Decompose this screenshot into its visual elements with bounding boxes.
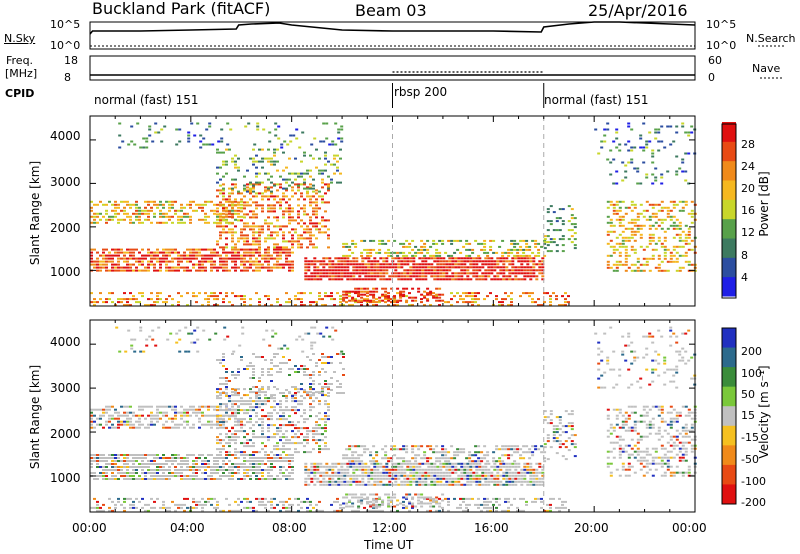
velocity-cbar-tick: -15: [741, 431, 759, 444]
cpid-segment-label: rbsp 200: [394, 85, 448, 99]
nave-tick-top: 60: [708, 54, 722, 67]
velocity-colorbar-frame: [721, 327, 737, 505]
x-tick: 00:00: [72, 521, 107, 535]
velocity-colorbar-segment: [722, 386, 736, 407]
velocity-ytick: 2000: [50, 427, 81, 441]
nave-tick-bottom: 0: [708, 71, 715, 84]
velocity-heatmap: [90, 326, 697, 512]
nsky-tick-top: 10^5: [50, 18, 81, 31]
velocity-colorbar-segment: [722, 484, 736, 505]
date-title: 25/Apr/2016: [588, 1, 688, 20]
power-heatmap: [90, 122, 697, 307]
x-tick: 08:00: [272, 521, 307, 535]
velocity-colorbar-segment: [722, 445, 736, 466]
freq-unit: [MHz]: [5, 67, 38, 80]
nsky-tick-bottom: 10^0: [50, 39, 81, 52]
station-title: Buckland Park (fitACF): [92, 0, 271, 18]
power-cbar-tick: 16: [741, 204, 755, 217]
velocity-cbar-tick: -50: [741, 453, 759, 466]
velocity-cbar-label: Velocity [m s⁻¹]: [757, 365, 771, 459]
velocity-colorbar-segment: [722, 425, 736, 446]
x-tick: 16:00: [474, 521, 509, 535]
power-cbar-tick: 28: [741, 138, 755, 151]
velocity-ytick: 1000: [50, 471, 81, 485]
power-cbar-tick: 24: [741, 160, 755, 173]
x-tick: 20:00: [574, 521, 609, 535]
power-ylabel: Slant Range [km]: [28, 160, 42, 266]
velocity-ytick: 4000: [50, 335, 81, 349]
freq-tick-bottom: 8: [64, 71, 71, 84]
nsearch-label: N.Search: [746, 32, 796, 45]
power-ytick: 4000: [50, 129, 81, 143]
x-axis-label: Time UT: [364, 538, 414, 552]
cpid-segment-label: normal (fast) 151: [544, 93, 649, 107]
velocity-cbar-tick: 200: [741, 345, 762, 358]
nsearch-tick-top: 10^5: [706, 18, 737, 31]
velocity-colorbar-segment: [722, 347, 736, 368]
cpid-label: CPID: [5, 87, 35, 100]
power-colorbar-segment: [722, 276, 736, 297]
power-colorbar-segment: [722, 257, 736, 278]
nsearch-tick-bottom: 10^0: [706, 39, 737, 52]
x-tick: 04:00: [170, 521, 205, 535]
velocity-cbar-tick: 15: [741, 409, 755, 422]
velocity-colorbar-segment: [722, 406, 736, 427]
power-colorbar-segment: [722, 218, 736, 239]
power-colorbar-segment: [722, 141, 736, 162]
power-colorbar-segment: [722, 199, 736, 220]
velocity-cbar-tick: -200: [741, 496, 766, 509]
x-tick: 00:00: [672, 521, 707, 535]
power-cbar-label: Power [dB]: [757, 171, 771, 237]
power-colorbar-segment: [722, 122, 736, 142]
x-tick: 12:00: [372, 521, 407, 535]
power-cbar-tick: 12: [741, 226, 755, 239]
power-ytick: 3000: [50, 175, 81, 189]
power-cbar-tick: 4: [741, 271, 748, 284]
velocity-ylabel: Slant Range [km]: [28, 364, 42, 470]
cpid-segment-label: normal (fast) 151: [94, 93, 199, 107]
power-colorbar-segment: [722, 238, 736, 258]
power-ytick: 2000: [50, 221, 81, 235]
power-cbar-tick: 20: [741, 182, 755, 195]
power-cbar-tick: 8: [741, 249, 748, 262]
velocity-cbar-tick: -100: [741, 475, 766, 488]
power-colorbar-frame: [721, 123, 737, 299]
beam-title: Beam 03: [355, 1, 427, 20]
velocity-colorbar-segment: [722, 464, 736, 485]
power-ytick: 1000: [50, 265, 81, 279]
nsky-panel-frame: [89, 21, 696, 50]
nave-label: Nave: [752, 62, 781, 75]
velocity-ytick: 3000: [50, 381, 81, 395]
freq-panel-frame: [89, 55, 696, 81]
power-colorbar-segment: [722, 180, 736, 200]
velocity-colorbar-segment: [722, 367, 736, 388]
velocity-colorbar-segment: [722, 328, 736, 349]
freq-tick-top: 18: [64, 54, 78, 67]
velocity-cbar-tick: 50: [741, 388, 755, 401]
nsky-label: N.Sky: [4, 32, 36, 45]
freq-label: Freq.: [6, 54, 34, 67]
nsky-trace: [89, 21, 696, 35]
power-colorbar-segment: [722, 160, 736, 181]
velocity-cbar-tick: 100: [741, 367, 762, 380]
